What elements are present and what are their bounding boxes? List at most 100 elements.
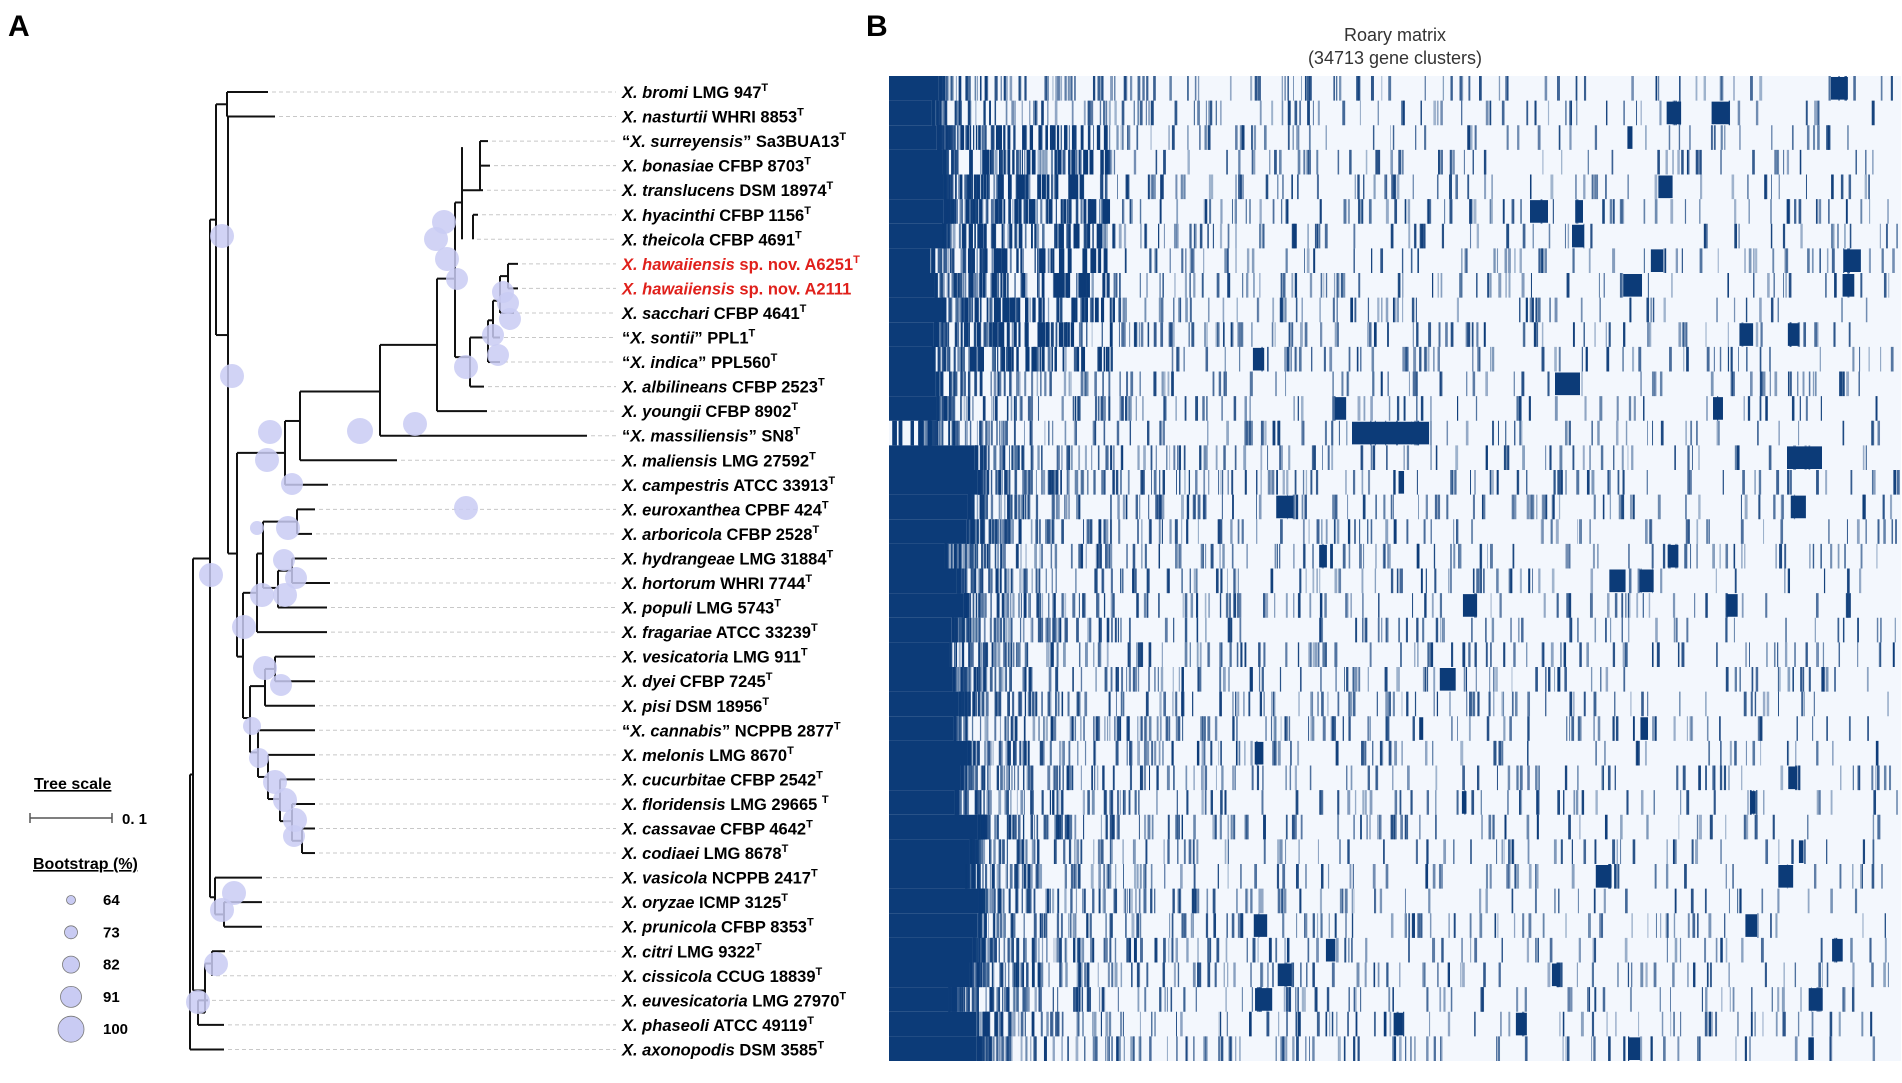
taxon-label: X. hyacinthi CFBP 1156T: [621, 205, 811, 225]
matrix-cell: [1307, 76, 1310, 101]
matrix-cell: [1485, 617, 1487, 643]
matrix-cell: [1003, 125, 1006, 150]
matrix-cell: [1741, 765, 1743, 791]
matrix-cell: [1618, 494, 1622, 520]
matrix-cell: [975, 100, 977, 126]
matrix-cell: [1272, 297, 1275, 323]
matrix-cell: [1556, 76, 1560, 101]
matrix-cell: [1174, 519, 1178, 544]
matrix-cell: [1009, 76, 1013, 101]
bootstrap-legend-marker: [60, 986, 82, 1008]
matrix-cell: [1249, 667, 1251, 692]
matrix-cell: [1654, 716, 1657, 741]
matrix-cell: [1657, 76, 1660, 101]
bootstrap-marker: [232, 615, 256, 639]
matrix-cell: [1347, 494, 1349, 520]
matrix-cell: [1382, 740, 1384, 766]
matrix-cell: [1156, 765, 1159, 791]
matrix-cell: [1359, 519, 1361, 544]
matrix-cell: [1047, 100, 1049, 126]
matrix-cell: [1601, 765, 1604, 791]
matrix-cell: [979, 445, 983, 470]
matrix-cell: [1581, 346, 1583, 372]
matrix-cell: [1128, 617, 1131, 643]
matrix-cell: [1054, 346, 1057, 372]
matrix-cell: [942, 322, 946, 347]
matrix-cell: [1606, 346, 1610, 372]
matrix-cell: [963, 346, 966, 372]
matrix-cell: [1324, 642, 1327, 667]
matrix-cell: [1627, 174, 1629, 200]
matrix-cell: [940, 396, 942, 421]
matrix-cell: [1039, 740, 1043, 766]
matrix-cell: [889, 149, 943, 175]
matrix-cell: [1615, 716, 1619, 741]
matrix-cell: [1169, 445, 1171, 470]
matrix-cell: [1286, 470, 1289, 495]
matrix-cell: [1350, 765, 1353, 791]
matrix-cell: [889, 667, 953, 692]
matrix-cell: [1220, 199, 1223, 224]
matrix-cell: [1337, 149, 1340, 175]
matrix-cell: [1285, 199, 1287, 224]
matrix-cell: [1065, 273, 1068, 298]
matrix-cell: [1080, 199, 1083, 224]
matrix-cell: [1271, 470, 1275, 495]
matrix-cell: [1178, 346, 1180, 372]
matrix-cell: [1006, 765, 1009, 791]
matrix-cell: [1621, 199, 1625, 224]
matrix-cell: [1416, 322, 1419, 347]
matrix-cell: [1110, 76, 1114, 101]
matrix-cell: [1788, 273, 1792, 298]
matrix-cell: [979, 420, 983, 446]
matrix-cell: [1064, 420, 1067, 446]
matrix-cell: [1790, 371, 1792, 397]
matrix-cell: [1814, 100, 1818, 126]
matrix-cell: [1237, 691, 1240, 717]
matrix-cell: [1181, 814, 1184, 840]
matrix-cell: [1710, 125, 1714, 150]
matrix-cell: [1461, 248, 1463, 273]
matrix-cell: [1520, 199, 1522, 224]
matrix-cell: [1335, 716, 1337, 741]
matrix-cell: [1025, 346, 1030, 372]
matrix-cell: [950, 396, 954, 421]
matrix-cell: [1272, 199, 1275, 224]
taxon-species: X. vesicatoria: [621, 649, 728, 667]
matrix-cell: [1319, 790, 1322, 815]
matrix-cell: [1103, 223, 1106, 249]
matrix-cell: [1019, 568, 1022, 594]
matrix-cell: [1388, 740, 1392, 766]
matrix-cell: [999, 149, 1001, 175]
matrix-cell: [1695, 76, 1698, 101]
matrix-cell: [981, 125, 984, 150]
matrix-cell: [1071, 149, 1076, 175]
matrix-cell: [1489, 470, 1492, 495]
matrix-cell: [1267, 445, 1269, 470]
matrix-cell: [1705, 593, 1708, 618]
matrix-cell: [1205, 543, 1207, 569]
matrix-cell: [1063, 149, 1066, 175]
matrix-cell: [1028, 199, 1032, 224]
matrix-cell: [988, 174, 990, 200]
matrix-cell: [1605, 322, 1607, 347]
matrix-cell: [959, 790, 962, 815]
matrix-cell: [1356, 76, 1359, 101]
matrix-cell: [1750, 691, 1753, 717]
matrix-cell: [1858, 568, 1862, 594]
matrix-cell: [946, 125, 950, 150]
matrix-cell: [1022, 667, 1026, 692]
matrix-cell: [1189, 297, 1192, 323]
matrix-cell: [1098, 396, 1100, 421]
matrix-cell: [1296, 125, 1299, 150]
matrix-cell: [981, 765, 984, 791]
matrix-cell: [1176, 470, 1177, 495]
matrix-cell: [1295, 790, 1299, 815]
matrix-cell: [1012, 814, 1015, 840]
matrix-cell: [1165, 716, 1169, 741]
matrix-cell: [1757, 420, 1759, 446]
matrix-cell: [1055, 76, 1057, 101]
matrix-cell: [1587, 149, 1589, 175]
matrix-cell: [1828, 76, 1831, 101]
matrix-cell: [1352, 470, 1356, 495]
